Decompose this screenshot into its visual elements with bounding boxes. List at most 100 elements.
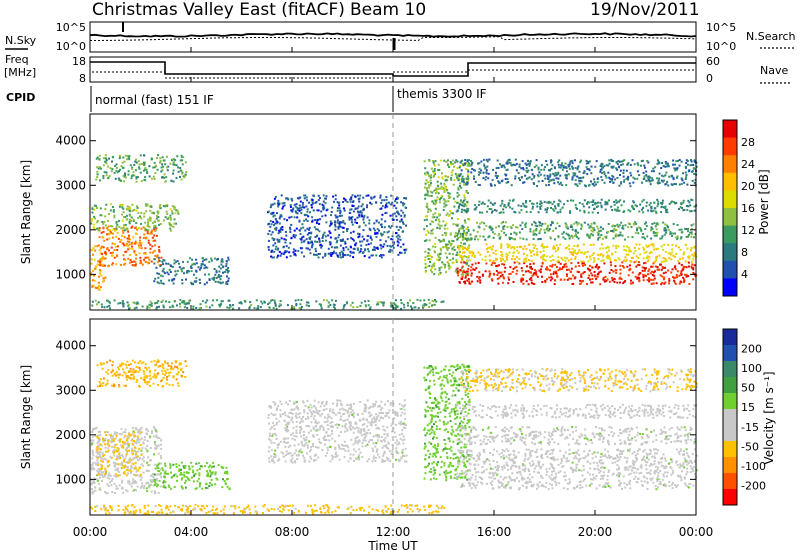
power-echo-cell [93,208,96,211]
power-echo-cell [211,277,214,280]
velocity-echo-cell [98,451,101,454]
power-echo-cell [603,165,606,168]
power-echo-cell [147,256,150,259]
power-echo-cell [599,168,602,171]
velocity-echo-cell [129,367,132,370]
power-echo-cell [549,256,552,259]
power-echo-cell [581,176,584,179]
power-echo-cell [338,223,341,226]
power-echo-cell [97,229,100,232]
power-echo-cell [187,302,190,305]
velocity-echo-cell [135,451,138,454]
power-echo-cell [149,218,152,221]
power-echo-cell [684,244,687,246]
power-echo-cell [446,249,449,252]
power-echo-cell [469,269,472,272]
power-echo-cell [453,249,456,251]
power-echo-cell [99,258,102,261]
power-echo-cell [565,268,568,271]
power-echo-cell [377,303,380,306]
velocity-echo-cell [161,378,164,381]
power-echo-cell [472,229,475,232]
power-echo-cell [498,212,501,214]
power-echo-cell [190,265,193,268]
power-echo-cell [583,211,586,214]
power-echo-cell [442,263,445,266]
power-echo-cell [459,234,462,237]
power-echo-cell [275,307,278,310]
power-echo-cell [456,234,459,237]
power-echo-cell [308,238,311,240]
power-echo-cell [389,203,392,206]
power-echo-cell [96,176,99,178]
power-echo-cell [149,247,152,250]
power-echo-cell [434,299,436,301]
power-echo-cell [559,200,562,203]
velocity-echo-cell [135,470,138,473]
power-echo-cell [489,226,492,229]
power-echo-cell [406,301,409,304]
power-echo-cell [457,206,460,209]
velocity-echo-cell [110,456,113,459]
power-echo-cell [456,272,459,275]
power-echo-cell [155,215,158,217]
power-echo-cell [277,254,279,257]
power-echo-cell [342,231,345,233]
power-echo-cell [511,270,514,273]
power-echo-cell [399,220,401,223]
velocity-echo-cell [94,486,97,489]
power-echo-cell [277,203,280,206]
power-echo-cell [337,202,340,205]
power-echo-cell [592,257,595,260]
power-echo-cell [531,267,534,270]
power-echo-cell [104,251,107,253]
power-echo-cell [395,207,398,210]
power-echo-cell [469,252,472,255]
power-echo-cell [400,214,403,217]
velocity-echo-cell [120,444,123,447]
power-echo-cell [290,198,293,201]
power-echo-cell [358,214,361,217]
power-echo-cell [457,245,460,248]
power-echo-cell [650,210,653,213]
power-echo-cell [397,197,400,200]
power-echo-cell [430,194,433,197]
nsearch-series-line [90,36,697,41]
power-echo-cell [584,263,587,266]
power-echo-cell [656,159,659,162]
power-echo-cell [623,210,626,213]
velocity-echo-cell [148,486,151,489]
power-echo-cell [342,255,345,258]
power-echo-cell [582,243,585,246]
velocity-echo-cell [182,371,185,374]
power-echo-cell [652,231,655,233]
velocity-echo-cell [155,430,158,433]
power-echo-cell [357,205,360,208]
power-echo-cell [590,232,593,235]
power-echo-cell [90,222,93,225]
power-echo-cell [691,267,694,270]
velocity-echo-cell [110,484,113,487]
power-echo-cell [148,165,151,168]
power-echo-cell [635,205,638,208]
power-echo-cell [391,235,394,238]
power-echo-cell [292,208,294,211]
velocity-echo-cell [149,374,151,377]
power-echo-cell [611,279,614,282]
power-echo-cell [163,272,166,275]
power-echo-cell [210,257,213,260]
power-echo-cell [306,220,309,222]
power-echo-cell [434,268,437,271]
power-echo-cell [329,222,332,225]
power-echo-cell [530,254,533,257]
power-echo-cell [355,242,358,245]
velocity-echo-cell [118,451,121,454]
power-echo-cell [587,211,590,214]
power-echo-cell [343,304,346,306]
power-echo-cell [104,215,107,218]
power-echo-cell [515,233,518,236]
velocity-echo-cell [115,443,118,446]
power-echo-cell [426,194,429,197]
power-echo-cell [160,256,163,259]
power-echo-cell [289,228,292,231]
